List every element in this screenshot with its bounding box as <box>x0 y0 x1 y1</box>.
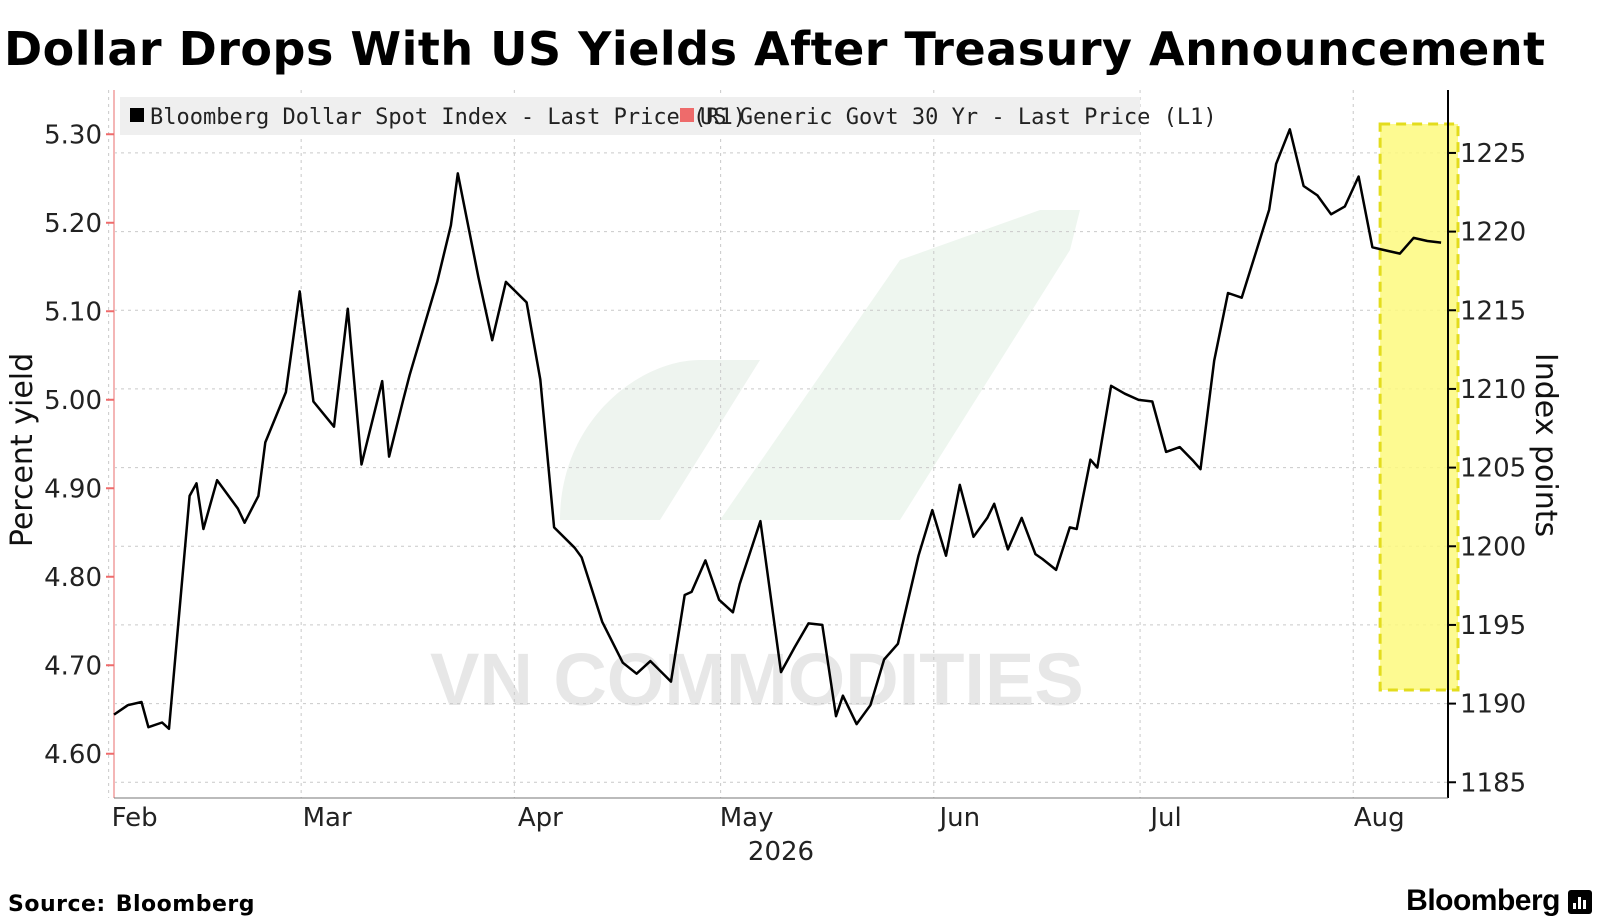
y-tick-right-label: 1190 <box>1460 690 1526 720</box>
y-tick-right-label: 1200 <box>1460 532 1526 562</box>
x-tick-label: Jun <box>937 803 980 833</box>
x-tick-label: Feb <box>112 803 158 833</box>
legend-label-yield: US Generic Govt 30 Yr - Last Price (L1) <box>700 105 1217 130</box>
y-tick-right-label: 1205 <box>1460 454 1526 484</box>
source-label: Source: <box>8 892 106 917</box>
brand-logo-text: Bloomberg <box>1406 884 1560 917</box>
y-tick-left-label: 4.60 <box>44 740 102 770</box>
bloomberg-terminal-icon <box>1568 890 1592 914</box>
legend: Bloomberg Dollar Spot Index - Last Price… <box>120 97 1217 135</box>
chart-title: Dollar Drops With US Yields After Treasu… <box>4 22 1546 76</box>
y-tick-right-label: 1215 <box>1460 296 1526 326</box>
legend-label-dollar: Bloomberg Dollar Spot Index - Last Price… <box>150 105 746 130</box>
x-tick-label: May <box>720 803 774 833</box>
highlight-box <box>1378 122 1460 692</box>
watermark-text: VN COMMODITIES <box>430 638 1084 721</box>
legend-swatch-dollar <box>130 108 144 122</box>
x-tick-label: Apr <box>518 803 563 833</box>
series-line-0 <box>113 128 1442 731</box>
y-tick-left-label: 4.70 <box>44 651 102 681</box>
y-tick-left-label: 5.20 <box>44 209 102 239</box>
y-tick-left-label: 4.90 <box>44 474 102 504</box>
y-tick-right-label: 1195 <box>1460 611 1526 641</box>
x-tick-label: Mar <box>303 803 352 833</box>
x-tick-label: Jul <box>1148 803 1181 833</box>
y-axis-right-title: Index points <box>1528 353 1563 537</box>
x-tick-label: Aug <box>1354 803 1405 833</box>
watermark-layer: VN COMMODITIES <box>430 210 1084 721</box>
source-note: Source: Bloomberg <box>8 892 265 917</box>
y-tick-right-label: 1185 <box>1460 768 1526 798</box>
legend-background <box>120 97 1140 135</box>
y-tick-left-label: 4.80 <box>44 563 102 593</box>
watermark-logo-shape <box>560 360 760 520</box>
y-axis-left-title: Percent yield <box>5 353 40 547</box>
x-axis-year-label: 2026 <box>748 837 814 867</box>
series-layer <box>113 128 1442 731</box>
source-value: Bloomberg <box>115 892 255 917</box>
watermark-logo-arrow <box>720 210 1080 520</box>
y-tick-right-label: 1210 <box>1460 375 1526 405</box>
y-tick-left-label: 5.30 <box>44 120 102 150</box>
axes: 4.60 4.70 4.80 4.90 5.00 5.10 5.20 5.30 1185 1190… <box>44 90 1526 833</box>
y-tick-left-label: 5.00 <box>44 386 102 416</box>
legend-swatch-yield <box>680 108 694 122</box>
y-tick-right-label: 1225 <box>1460 139 1526 169</box>
y-tick-right-label: 1220 <box>1460 218 1526 248</box>
y-tick-left-label: 5.10 <box>44 297 102 327</box>
grid <box>108 90 1448 798</box>
